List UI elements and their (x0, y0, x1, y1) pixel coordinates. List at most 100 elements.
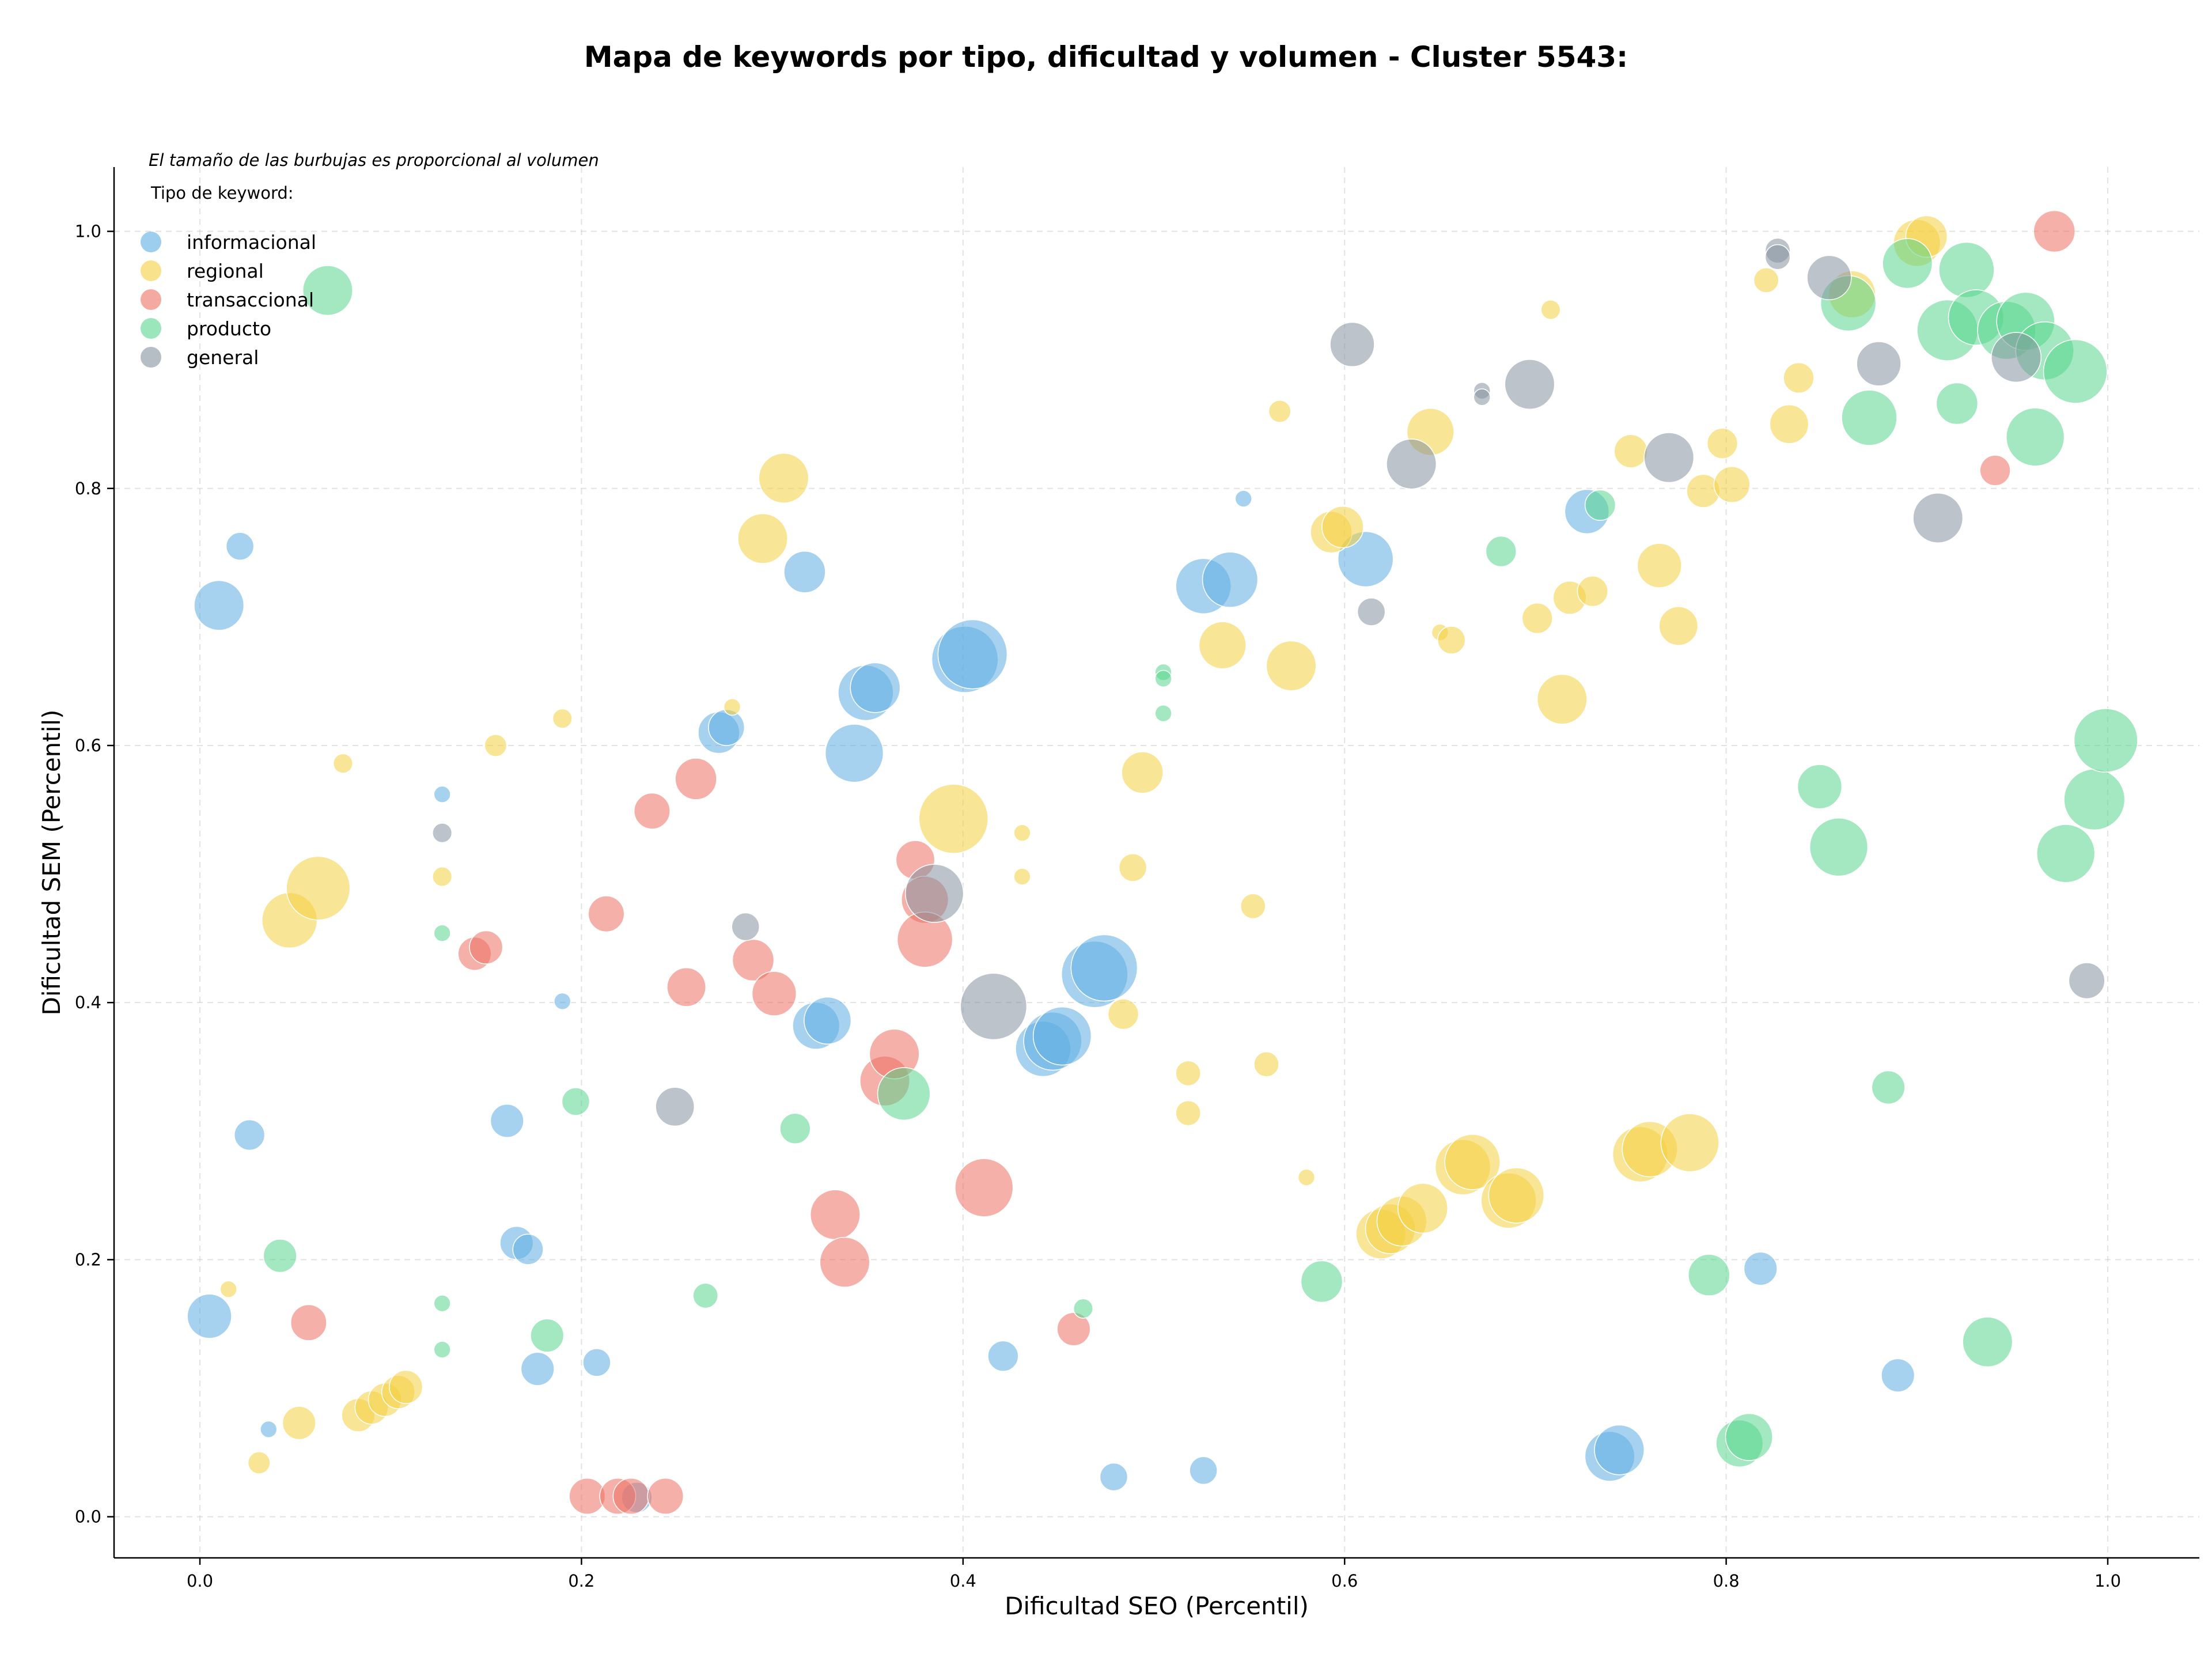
general-bubble (1357, 597, 1386, 626)
regional-bubble (552, 708, 573, 729)
regional-bubble (1253, 1051, 1279, 1077)
regional-bubble (1013, 824, 1031, 842)
informacional-bubble (260, 1420, 278, 1439)
y-tick-label: 1.0 (75, 222, 101, 241)
general-bubble (1386, 438, 1437, 490)
y-tick-label: 0.0 (75, 1507, 101, 1527)
producto-bubble (2073, 708, 2138, 773)
transaccional-bubble (469, 930, 503, 964)
legend-label-transaccional: transaccional (187, 289, 314, 311)
producto-bubble (1300, 1260, 1343, 1303)
informacional-bubble (1070, 934, 1138, 1002)
informacional-bubble (824, 724, 884, 783)
transaccional-bubble (819, 1236, 870, 1288)
producto-bubble (779, 1113, 811, 1144)
informacional-bubble (937, 619, 1008, 690)
informacional-bubble (1594, 1424, 1645, 1475)
regional-bubble (737, 513, 789, 564)
y-tick-label: 0.2 (75, 1250, 101, 1269)
regional-bubble (1297, 1168, 1316, 1186)
producto-bubble (1154, 669, 1172, 688)
transaccional-bubble (612, 1477, 650, 1515)
regional-bubble (1488, 1167, 1545, 1224)
general-bubble (905, 864, 964, 923)
legend-title: Tipo de keyword: (150, 183, 294, 203)
y-tick-label: 0.6 (75, 736, 101, 755)
regional-bubble (1107, 998, 1139, 1030)
transaccional-bubble (809, 1189, 861, 1240)
transaccional-bubble (732, 939, 775, 982)
transaccional-bubble (647, 1477, 684, 1515)
regional-bubble (282, 1406, 316, 1440)
regional-bubble (1577, 576, 1608, 607)
legend-marker-transaccional (141, 289, 161, 310)
informacional-bubble (1743, 1251, 1778, 1286)
regional-bubble (286, 856, 351, 921)
x-tick-label: 0.0 (187, 1571, 213, 1591)
informacional-bubble (1881, 1358, 1915, 1393)
producto-bubble (561, 1087, 590, 1116)
y-axis-label: Dificultad SEM (Percentil) (37, 710, 66, 1016)
regional-bubble (1013, 868, 1031, 886)
regional-bubble (1175, 1060, 1201, 1087)
informacional-bubble (433, 785, 451, 803)
regional-bubble (1118, 853, 1147, 882)
y-tick-label: 0.8 (75, 479, 101, 498)
regional-bubble (332, 753, 353, 774)
regional-bubble (1321, 505, 1364, 548)
x-axis-ticks: 0.0 0.2 0.4 0.6 0.8 1.0 (187, 1558, 2121, 1591)
producto-bubble (1809, 818, 1869, 877)
regional-bubble (1397, 1183, 1448, 1234)
legend-marker-general (141, 347, 161, 368)
regional-bubble (723, 698, 741, 716)
legend-label-general: general (187, 346, 259, 369)
informacional-bubble (804, 996, 852, 1045)
producto-bubble (692, 1282, 719, 1309)
regional-bubble (1266, 640, 1317, 691)
producto-bubble (1797, 764, 1843, 809)
producto-bubble (1962, 1316, 2013, 1368)
informacional-bubble (1189, 1456, 1218, 1485)
informacional-bubble (512, 1234, 544, 1265)
regional-bubble (1268, 399, 1291, 423)
transaccional-bubble (634, 792, 671, 830)
producto-bubble (877, 1067, 931, 1121)
legend-label-regional: regional (187, 260, 264, 282)
producto-bubble (1871, 1070, 1906, 1104)
informacional-bubble (987, 1340, 1019, 1372)
regional-bubble (1536, 674, 1588, 725)
regional-bubble (1240, 893, 1266, 920)
regional-bubble (1437, 626, 1466, 654)
general-bubble (655, 1087, 695, 1127)
producto-bubble (433, 924, 451, 942)
regional-bubble (918, 784, 989, 854)
producto-bubble (302, 265, 353, 316)
regional-bubble (247, 1451, 271, 1474)
informacional-bubble (708, 709, 745, 746)
regional-bubble (1660, 1113, 1719, 1172)
x-axis-label: Dificultad SEO (Percentil) (1005, 1592, 1309, 1620)
regional-bubble (219, 1280, 237, 1298)
chart-title: Mapa de keywords por tipo, dificultad y … (584, 40, 1628, 74)
producto-bubble (1073, 1298, 1094, 1319)
transaccional-bubble (955, 1158, 1014, 1217)
informacional-bubble (1032, 1007, 1092, 1066)
regional-bubble (432, 866, 453, 887)
general-bubble (1764, 244, 1791, 270)
informacional-bubble (582, 1348, 611, 1377)
informacional-bubble (850, 662, 901, 713)
producto-bubble (2063, 769, 2126, 831)
informacional-bubble (1202, 551, 1259, 608)
producto-bubble (2036, 824, 2096, 883)
producto-bubble (1688, 1254, 1730, 1296)
transaccional-bubble (2033, 210, 2076, 253)
producto-bubble (530, 1318, 565, 1353)
legend: Tipo de keyword: informacional regional tr… (141, 183, 316, 369)
informacional-bubble (520, 1352, 555, 1386)
regional-bubble (1783, 362, 1815, 394)
regional-bubble (484, 734, 507, 757)
producto-bubble (2043, 339, 2108, 404)
regional-bubble (1613, 434, 1648, 468)
grid-lines (114, 167, 2199, 1558)
